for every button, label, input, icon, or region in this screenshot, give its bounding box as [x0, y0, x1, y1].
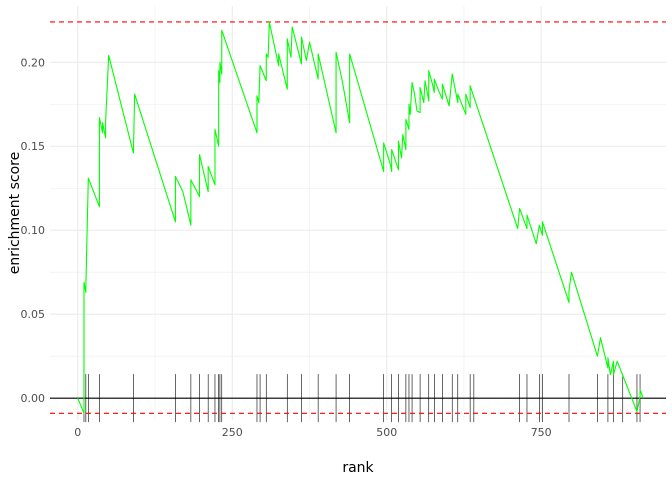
x-tick-label: 0	[74, 426, 81, 439]
y-tick-label: 0.20	[21, 56, 46, 69]
minor-gridlines	[50, 6, 666, 420]
y-tick-label: 0.15	[21, 140, 46, 153]
y-tick-label: 0.00	[21, 392, 46, 405]
y-tick-label: 0.05	[21, 308, 46, 321]
y-tick-labels: 0.00 0.05 0.10 0.15 0.20	[21, 56, 46, 405]
x-tick-label: 250	[222, 426, 243, 439]
x-tick-labels: 0 250 500 750	[74, 426, 551, 439]
major-gridlines	[50, 6, 666, 420]
x-tick-label: 500	[376, 426, 397, 439]
y-axis-title: enrichment score	[7, 152, 23, 274]
enrichment-score-line	[77, 21, 644, 414]
x-axis-title: rank	[342, 460, 374, 476]
y-tick-label: 0.10	[21, 224, 46, 237]
x-tick-label: 750	[531, 426, 552, 439]
